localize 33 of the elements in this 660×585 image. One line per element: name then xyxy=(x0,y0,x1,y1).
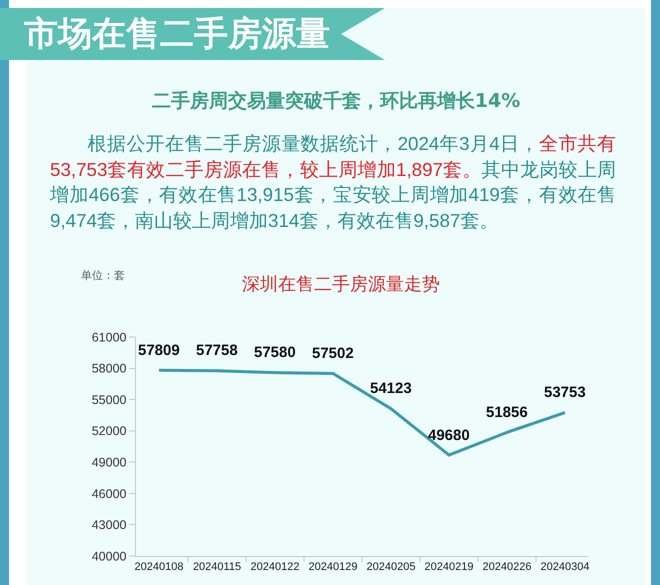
y-tick-label: 40000 xyxy=(92,549,127,564)
text: 全市共有 xyxy=(538,133,616,154)
text: 市场在售二手房源量 xyxy=(24,13,330,56)
x-tick-label: 20240205 xyxy=(366,561,416,574)
x-tick-label: 20240304 xyxy=(540,561,590,574)
y-tick-label: 61000 xyxy=(92,330,127,344)
x-tick-label: 20240115 xyxy=(192,561,242,574)
x-tick-label: 20240226 xyxy=(482,561,532,574)
data-label: 57502 xyxy=(312,345,354,362)
data-label: 57809 xyxy=(138,342,180,359)
y-tick-label: 43000 xyxy=(92,518,127,532)
x-tick-label: 20240129 xyxy=(308,561,358,574)
y-tick-label: 49000 xyxy=(92,456,127,470)
data-label: 54123 xyxy=(370,380,412,397)
data-label: 49680 xyxy=(428,427,470,444)
chart-title: 深圳在售二手房源量走势 xyxy=(242,274,440,295)
data-label: 57580 xyxy=(254,344,296,361)
x-tick-label: 20240122 xyxy=(250,561,300,574)
text: 增加466套，有效在售13,915套，宝安较上周增加419套，有效在售9,474套，南山较上周增加314套，有效在售9,587套。 xyxy=(50,184,616,232)
y-tick-label: 55000 xyxy=(92,392,127,407)
y-axis-title: 单位：套 xyxy=(81,269,125,282)
y-tick-label: 52000 xyxy=(92,424,127,438)
data-label: 53753 xyxy=(544,384,586,401)
data-label: 51856 xyxy=(486,404,528,421)
text: 53,753套有效二手房源在售，较上周增加1,897套。 xyxy=(50,158,482,180)
data-label: 57758 xyxy=(196,342,238,359)
y-tick-label: 46000 xyxy=(92,486,127,501)
chart-subtitle: 二手房周交易量突破千套，环比再增长14% xyxy=(150,89,522,114)
x-tick-label: 20240108 xyxy=(134,561,184,574)
text: 根据公开在售二手房源量数据统计，2024年3月4日， xyxy=(88,133,539,154)
text: 其中龙岗较上周 xyxy=(482,158,616,180)
x-tick-label: 20240219 xyxy=(424,561,474,574)
y-tick-label: 58000 xyxy=(92,362,127,376)
